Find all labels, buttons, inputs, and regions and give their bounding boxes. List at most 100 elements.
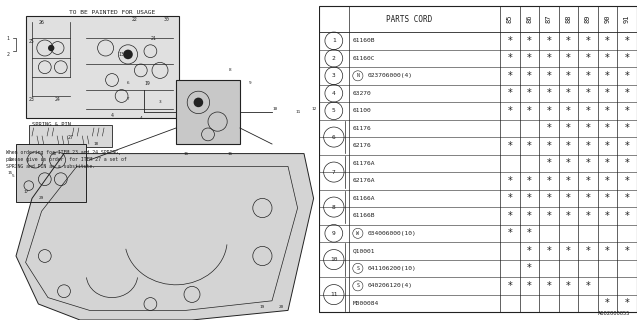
Text: 040206120(4): 040206120(4)	[367, 283, 412, 288]
Text: *: *	[605, 193, 610, 203]
Text: *: *	[508, 106, 512, 116]
Text: *: *	[566, 88, 571, 98]
Text: 62176: 62176	[353, 143, 371, 148]
Text: 62176A: 62176A	[353, 178, 375, 183]
Text: 13: 13	[119, 52, 124, 57]
Text: *: *	[566, 71, 571, 81]
Text: 9: 9	[248, 81, 251, 85]
Text: 12: 12	[311, 107, 316, 111]
Text: S: S	[356, 266, 359, 271]
Text: 5: 5	[332, 108, 336, 113]
Text: *: *	[625, 193, 629, 203]
Text: Q10001: Q10001	[353, 248, 375, 253]
Text: *: *	[547, 246, 551, 256]
Text: N: N	[356, 73, 359, 78]
Text: *: *	[527, 228, 532, 238]
Text: 10: 10	[330, 257, 337, 262]
Text: 7: 7	[127, 97, 129, 101]
Text: 16: 16	[228, 152, 233, 156]
Text: 15: 15	[7, 171, 12, 175]
Text: 041106200(10): 041106200(10)	[367, 266, 416, 271]
Text: *: *	[586, 88, 590, 98]
Text: S: S	[356, 283, 359, 288]
Text: M000084: M000084	[353, 301, 379, 306]
Text: *: *	[547, 53, 551, 63]
Text: *: *	[625, 141, 629, 151]
Text: *: *	[547, 123, 551, 133]
Text: TO BE PAINTED FOR USAGE: TO BE PAINTED FOR USAGE	[69, 10, 155, 15]
Text: 21: 21	[151, 36, 156, 41]
Text: 28: 28	[52, 152, 57, 156]
Text: *: *	[566, 141, 571, 151]
Text: *: *	[605, 123, 610, 133]
Text: *: *	[527, 53, 532, 63]
Text: *: *	[566, 123, 571, 133]
Text: *: *	[625, 36, 629, 46]
Text: W: W	[356, 231, 359, 236]
Text: PARTS CORD: PARTS CORD	[387, 15, 433, 24]
Text: *: *	[625, 158, 629, 168]
Bar	[16, 144, 86, 202]
Text: 88: 88	[565, 15, 572, 23]
Text: 61166A: 61166A	[353, 196, 375, 201]
Text: *: *	[625, 246, 629, 256]
Text: *: *	[605, 246, 610, 256]
Text: *: *	[566, 36, 571, 46]
Text: *: *	[586, 246, 590, 256]
Text: *: *	[586, 141, 590, 151]
Text: 86: 86	[526, 15, 532, 23]
Text: 1: 1	[332, 38, 336, 43]
Text: *: *	[527, 211, 532, 221]
Text: 27: 27	[68, 135, 73, 140]
Polygon shape	[16, 154, 314, 320]
Text: *: *	[625, 106, 629, 116]
Text: *: *	[527, 141, 532, 151]
Text: *: *	[586, 36, 590, 46]
Text: *: *	[527, 281, 532, 291]
Text: 9: 9	[332, 231, 336, 236]
Text: 90: 90	[605, 15, 611, 23]
Text: *: *	[527, 88, 532, 98]
Text: *: *	[625, 53, 629, 63]
Text: *: *	[605, 88, 610, 98]
Text: 61100: 61100	[353, 108, 371, 113]
Text: 3: 3	[332, 73, 336, 78]
Text: 20: 20	[279, 305, 284, 309]
Text: *: *	[508, 193, 512, 203]
Text: *: *	[547, 158, 551, 168]
Text: 3: 3	[159, 100, 161, 104]
Text: *: *	[566, 193, 571, 203]
Bar	[26, 16, 179, 118]
Text: *: *	[605, 71, 610, 81]
Text: *: *	[527, 71, 532, 81]
Text: 61166B: 61166B	[353, 213, 375, 218]
Text: 8: 8	[332, 204, 336, 210]
Text: 4: 4	[332, 91, 336, 96]
Text: *: *	[566, 246, 571, 256]
Text: *: *	[527, 176, 532, 186]
Text: *: *	[586, 71, 590, 81]
Text: 6: 6	[332, 135, 336, 140]
Text: 2: 2	[6, 52, 9, 57]
Text: 2: 2	[332, 56, 336, 61]
Text: *: *	[547, 176, 551, 186]
Text: *: *	[508, 36, 512, 46]
Text: *: *	[527, 193, 532, 203]
Text: 18: 18	[93, 142, 99, 146]
Text: 85: 85	[507, 15, 513, 23]
Text: *: *	[508, 211, 512, 221]
Text: 22: 22	[132, 17, 137, 22]
Text: *: *	[508, 71, 512, 81]
Text: 24: 24	[55, 97, 60, 102]
Text: 25: 25	[29, 39, 35, 44]
Text: *: *	[586, 211, 590, 221]
Text: *: *	[566, 158, 571, 168]
Text: *: *	[547, 106, 551, 116]
Text: *: *	[527, 263, 532, 273]
Text: *: *	[547, 36, 551, 46]
Text: *: *	[605, 106, 610, 116]
Text: 034006000(10): 034006000(10)	[367, 231, 416, 236]
Text: *: *	[605, 176, 610, 186]
Text: 30: 30	[164, 17, 169, 22]
Circle shape	[193, 98, 204, 107]
